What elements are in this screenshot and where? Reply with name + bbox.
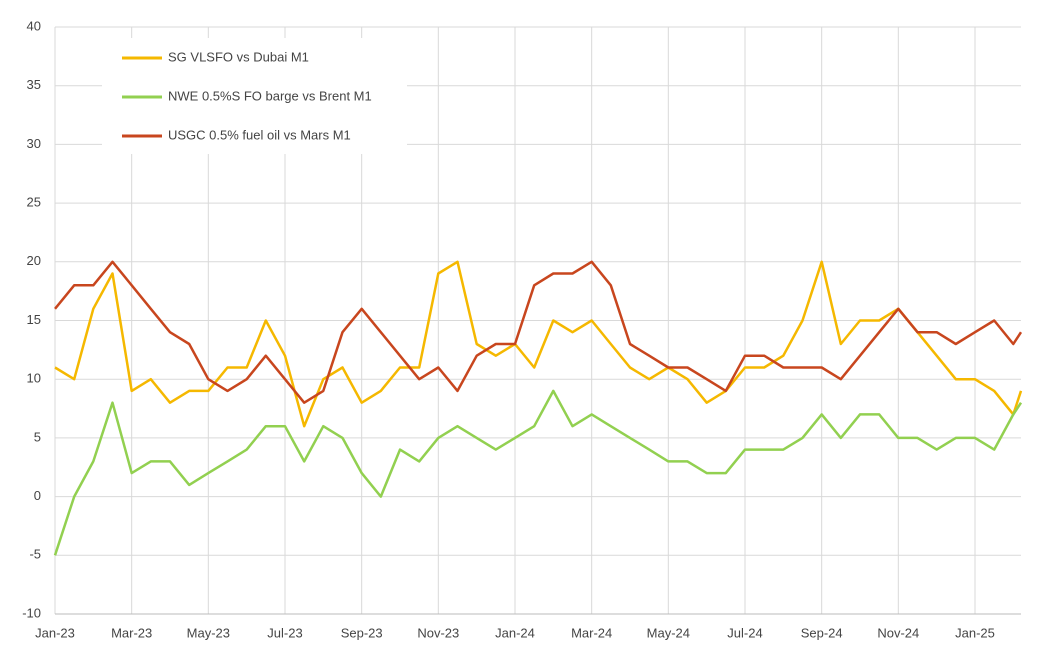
legend-label: USGC 0.5% fuel oil vs Mars M1 xyxy=(168,127,351,142)
x-tick-label: Jul-24 xyxy=(727,625,762,640)
legend-label: SG VLSFO vs Dubai M1 xyxy=(168,49,309,64)
x-tick-label: Jan-25 xyxy=(955,625,995,640)
x-tick-label: Jul-23 xyxy=(267,625,302,640)
y-tick-label: -10 xyxy=(22,605,41,620)
x-tick-label: Mar-23 xyxy=(111,625,152,640)
x-tick-label: May-24 xyxy=(647,625,690,640)
y-tick-label: 25 xyxy=(27,195,41,210)
y-tick-label: 0 xyxy=(34,488,41,503)
x-tick-label: Jan-23 xyxy=(35,625,75,640)
series-line xyxy=(54,260,1023,404)
y-tick-label: -5 xyxy=(29,547,41,562)
y-tick-label: 15 xyxy=(27,312,41,327)
x-tick-label: Jan-24 xyxy=(495,625,535,640)
y-tick-label: 20 xyxy=(27,253,41,268)
x-tick-label: May-23 xyxy=(187,625,230,640)
series-line xyxy=(53,389,1023,556)
series-line xyxy=(54,260,1023,428)
x-tick-label: Nov-23 xyxy=(417,625,459,640)
y-tick-label: 5 xyxy=(34,429,41,444)
legend-label: NWE 0.5%S FO barge vs Brent M1 xyxy=(168,88,372,103)
y-tick-label: 40 xyxy=(27,18,41,33)
legend: SG VLSFO vs Dubai M1 NWE 0.5%S FO barge v… xyxy=(102,38,407,154)
x-tick-label: Sep-23 xyxy=(341,625,383,640)
y-tick-label: 10 xyxy=(27,371,41,386)
x-tick-label: Sep-24 xyxy=(801,625,843,640)
x-tick-label: Nov-24 xyxy=(877,625,919,640)
x-tick-label: Mar-24 xyxy=(571,625,612,640)
y-tick-label: 35 xyxy=(27,77,41,92)
y-tick-label: 30 xyxy=(27,136,41,151)
